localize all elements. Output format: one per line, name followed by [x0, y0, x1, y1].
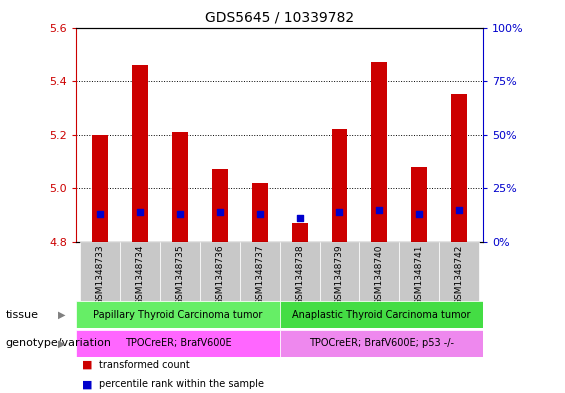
Bar — [411, 167, 427, 242]
Point — [455, 206, 464, 213]
Text: GSM1348741: GSM1348741 — [415, 244, 424, 305]
Point — [215, 209, 224, 215]
Bar — [399, 242, 439, 301]
Text: genotype/variation: genotype/variation — [6, 338, 112, 349]
Text: transformed count: transformed count — [99, 360, 190, 370]
Bar — [371, 62, 388, 242]
Bar — [76, 330, 280, 357]
Bar — [439, 242, 479, 301]
Bar — [76, 301, 280, 328]
Bar — [172, 132, 188, 242]
Text: percentile rank within the sample: percentile rank within the sample — [99, 379, 264, 389]
Point — [415, 211, 424, 217]
Point — [375, 206, 384, 213]
Bar — [320, 242, 359, 301]
Text: GSM1348742: GSM1348742 — [455, 244, 464, 305]
Bar — [240, 242, 280, 301]
Bar — [80, 242, 120, 301]
Text: GSM1348733: GSM1348733 — [95, 244, 105, 305]
Point — [176, 211, 185, 217]
Text: ■: ■ — [82, 360, 93, 370]
Text: TPOCreER; BrafV600E: TPOCreER; BrafV600E — [125, 338, 231, 349]
Bar — [332, 129, 347, 242]
Bar — [160, 242, 200, 301]
Title: GDS5645 / 10339782: GDS5645 / 10339782 — [205, 11, 354, 25]
Text: ■: ■ — [82, 379, 93, 389]
Bar — [280, 242, 320, 301]
Text: GSM1348735: GSM1348735 — [176, 244, 184, 305]
Text: GSM1348740: GSM1348740 — [375, 244, 384, 305]
Bar — [200, 242, 240, 301]
Bar — [280, 330, 483, 357]
Point — [295, 215, 304, 221]
Text: GSM1348738: GSM1348738 — [295, 244, 304, 305]
Text: GSM1348737: GSM1348737 — [255, 244, 264, 305]
Bar — [212, 169, 228, 242]
Bar — [280, 301, 483, 328]
Text: Anaplastic Thyroid Carcinoma tumor: Anaplastic Thyroid Carcinoma tumor — [292, 310, 471, 320]
Bar — [451, 94, 467, 242]
Text: Papillary Thyroid Carcinoma tumor: Papillary Thyroid Carcinoma tumor — [93, 310, 263, 320]
Text: TPOCreER; BrafV600E; p53 -/-: TPOCreER; BrafV600E; p53 -/- — [309, 338, 454, 349]
Bar — [92, 134, 108, 242]
Text: GSM1348739: GSM1348739 — [335, 244, 344, 305]
Bar — [359, 242, 399, 301]
Point — [136, 209, 145, 215]
Text: ▶: ▶ — [58, 338, 65, 349]
Bar — [292, 223, 307, 242]
Text: tissue: tissue — [6, 310, 38, 320]
Text: ▶: ▶ — [58, 310, 65, 320]
Point — [95, 211, 105, 217]
Bar — [132, 65, 148, 242]
Point — [335, 209, 344, 215]
Point — [255, 211, 264, 217]
Text: GSM1348734: GSM1348734 — [136, 244, 145, 305]
Text: GSM1348736: GSM1348736 — [215, 244, 224, 305]
Bar — [120, 242, 160, 301]
Bar — [252, 183, 268, 242]
